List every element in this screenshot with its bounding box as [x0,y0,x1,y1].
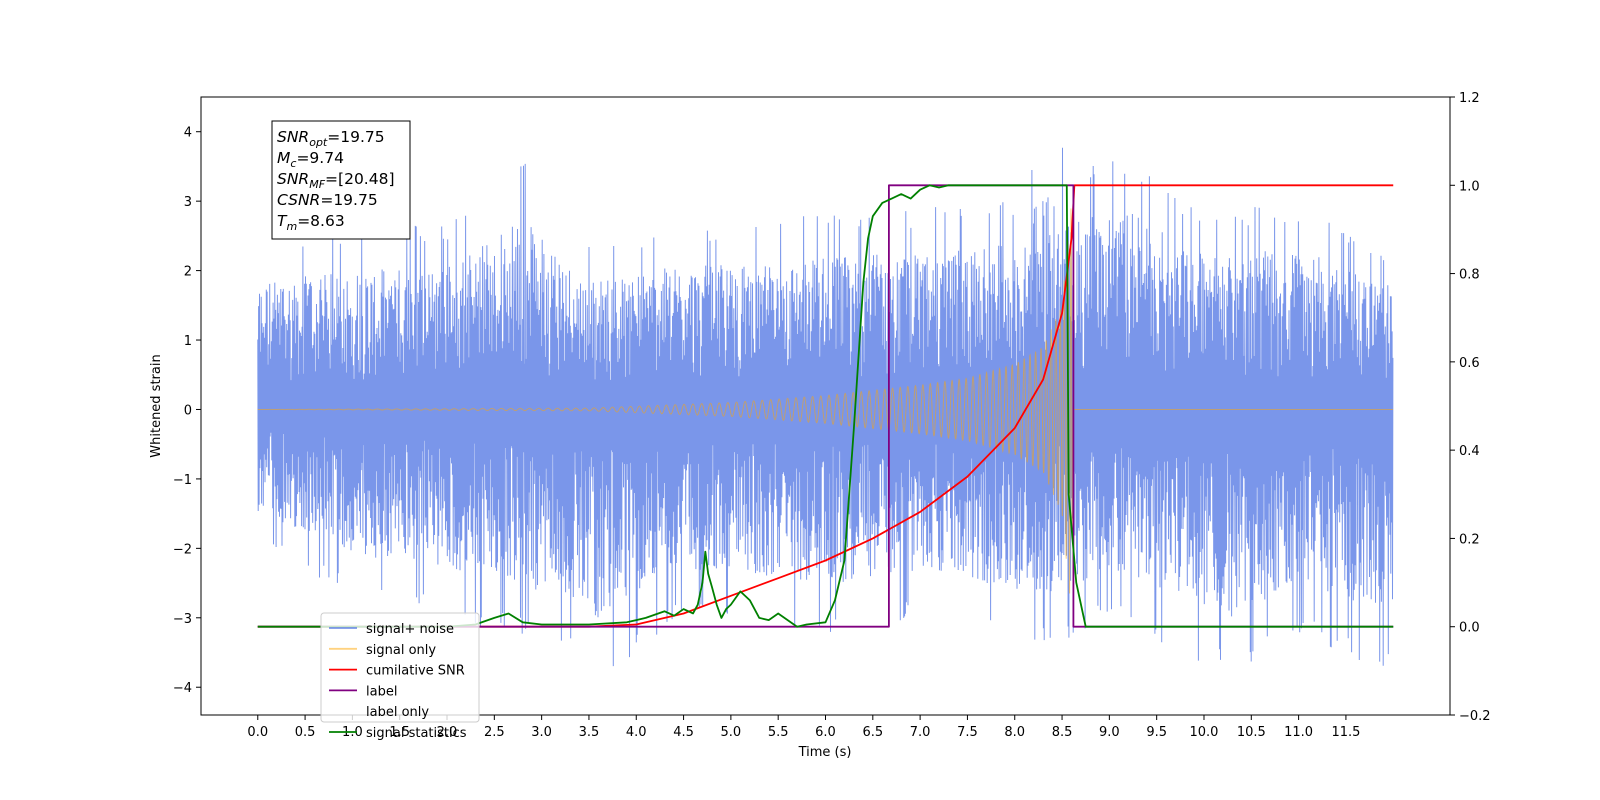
legend-frame [320,612,480,723]
x-tick-label: 0.5 [295,725,316,740]
x-tick-label: 7.0 [910,725,931,740]
x-tick-label: 9.0 [1099,725,1120,740]
x-tick-label: 4.0 [626,725,647,740]
series-signal-noise [257,147,1394,667]
series-signal-only [257,208,1394,594]
x-tick-label: 2.0 [437,725,458,740]
legend-label: label only [366,705,429,720]
legend-label: signal only [366,643,436,658]
y-left-tick-label: −4 [173,681,192,696]
x-tick-label: 5.5 [768,725,789,740]
y-right-tick-label: 1.2 [1459,91,1480,106]
x-tick-label: 4.5 [673,725,694,740]
series-signal-statistics [257,184,1394,628]
y-left-tick-label: 2 [184,265,192,280]
info-box-line: Mc=9.74 [277,149,344,170]
legend-label: cumilative SNR [366,664,465,679]
legend: signal+ noise signal only cumilative SNR la… [320,612,480,741]
x-tick-label: 5.0 [721,725,742,740]
y-right-tick-label: 0.2 [1459,532,1480,547]
info-box: SNRopt=19.75Mc=9.74SNRMF=[20.48]CSNR=19.… [271,120,411,240]
x-tick-label: 9.5 [1146,725,1167,740]
y-left-tick-label: −2 [173,542,192,557]
x-tick-label: 6.0 [815,725,836,740]
y-right-tick-label: 1.0 [1459,179,1480,194]
legend-label: signal statistics [366,726,467,741]
y-right-tick-label: 0.8 [1459,268,1480,283]
x-tick-label: 8.0 [1004,725,1025,740]
y-right-tick-label: 0.0 [1459,621,1480,636]
x-tick-label: 0.0 [247,725,268,740]
x-tick-label: 1.5 [389,725,410,740]
info-box-line: CSNR=19.75 [277,191,378,209]
info-box-line: SNRMF=[20.48] [277,170,395,191]
y-right-tick-label: 0.6 [1459,356,1480,371]
y-right-tick-label: −0.2 [1459,709,1491,724]
x-tick-label: 6.5 [862,725,883,740]
x-tick-label: 3.5 [579,725,600,740]
x-tick-label: 11.5 [1331,725,1360,740]
y-left-tick-label: −3 [173,612,192,627]
x-tick-label: 2.5 [484,725,505,740]
info-box-line: Tm=8.63 [277,212,345,233]
x-tick-label: 11.0 [1284,725,1313,740]
y-left-tick-label: −1 [173,473,192,488]
x-axis-label: Time (s) [798,745,852,760]
series-layer [257,147,1394,667]
info-box-line: SNRopt=19.75 [277,128,385,149]
x-tick-label: 8.5 [1052,725,1073,740]
y-axis-left: 4 3 2 1 0 −1 −2 −3 −4 [173,126,201,696]
x-tick-label: 7.5 [957,725,978,740]
y-axis-label: Whitened strain [149,354,164,457]
info-box-frame [271,120,411,240]
y-left-tick-label: 0 [184,403,192,418]
x-tick-label: 10.0 [1190,725,1219,740]
y-left-tick-label: 3 [184,195,192,210]
y-left-tick-label: 4 [184,126,192,141]
y-left-tick-label: 1 [184,334,192,349]
x-axis: 0.0 0.5 1.0 1.5 2.0 2.5 3.0 3.5 4.0 4.5 5.0 5.5 6.0 6… [247,715,1360,740]
y-right-tick-label: 0.4 [1459,444,1480,459]
y-axis-right: 1.2 1.0 0.8 0.6 0.4 0.2 0.0 −0.2 [1450,91,1491,724]
legend-label: label [366,684,397,699]
legend-label: signal+ noise [366,622,454,637]
x-tick-label: 10.5 [1237,725,1266,740]
x-tick-label: 3.0 [531,725,552,740]
